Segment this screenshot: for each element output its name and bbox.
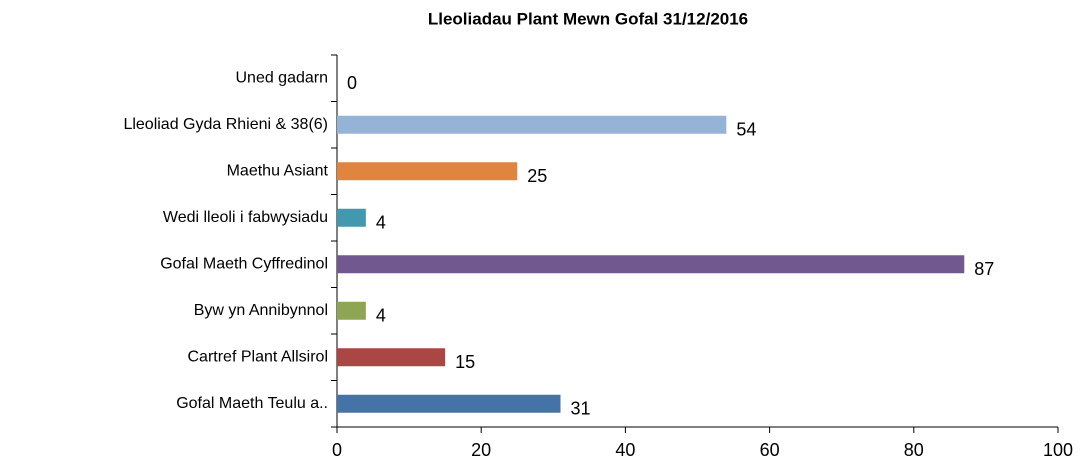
y-tick-label: Cartref Plant Allsirol	[188, 348, 329, 365]
bar	[337, 162, 518, 181]
y-tick-label: Gofal Maeth Cyffredinol	[160, 255, 328, 272]
x-tick-label: 80	[904, 440, 924, 460]
y-tick-label: Gofal Maeth Teulu a..	[176, 395, 328, 412]
y-tick-label: Byw yn Annibynnol	[194, 302, 328, 319]
bar	[337, 348, 446, 367]
data-label: 87	[974, 259, 994, 279]
x-tick-label: 100	[1043, 440, 1073, 460]
y-tick-label: Uned gadarn	[235, 69, 328, 86]
data-label: 4	[376, 306, 386, 326]
bar	[337, 208, 366, 227]
y-tick-label: Wedi lleoli i fabwysiadu	[163, 209, 328, 226]
bar	[337, 115, 727, 134]
x-tick-label: 60	[760, 440, 780, 460]
chart-title: Lleoliadau Plant Mewn Gofal 31/12/2016	[428, 9, 748, 28]
x-tick-label: 0	[332, 440, 342, 460]
bar	[337, 394, 561, 413]
bar	[337, 301, 366, 320]
data-label: 4	[376, 213, 386, 233]
data-label: 54	[736, 120, 756, 140]
bar	[337, 255, 965, 274]
data-label: 25	[527, 166, 547, 186]
data-label: 31	[571, 399, 591, 419]
data-label: 15	[455, 352, 475, 372]
data-label: 0	[347, 73, 357, 93]
y-tick-label: Maethu Asiant	[227, 162, 329, 179]
y-tick-label: Lleoliad Gyda Rhieni & 38(6)	[123, 116, 328, 133]
x-tick-label: 20	[471, 440, 491, 460]
x-tick-label: 40	[615, 440, 635, 460]
